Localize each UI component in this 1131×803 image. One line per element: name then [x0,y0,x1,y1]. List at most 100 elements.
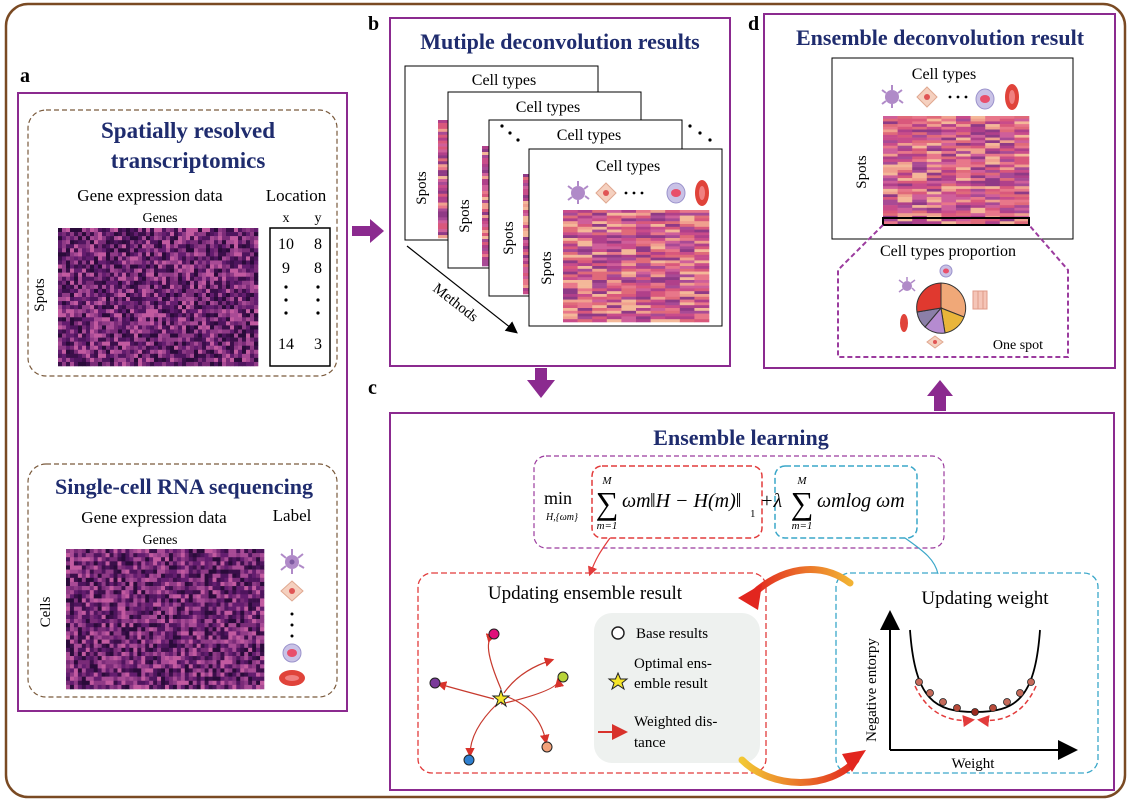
one-spot-label: One spot [993,338,1043,353]
method-card-2-spots: Spots [457,199,473,233]
method-card-3-spots: Spots [501,221,517,255]
methods-label: Methods [430,281,481,326]
arrow-a-to-b [352,219,384,243]
columnar-cell-icon [972,290,988,310]
method-card-4-cell-types: Cell types [596,158,660,175]
entropy-curve [909,629,1041,713]
srt-spots-label: Spots [32,278,48,312]
scrna-label-header: Label [273,506,312,525]
ensemble-cell-icons [881,84,1019,110]
panel-b-title: Mutiple deconvolution results [420,29,700,54]
panel-d-letter: d [748,13,759,35]
legend-optimal-line2: emble result [634,676,709,692]
base-result-node [429,677,441,689]
cycle-arc-bottom-head [842,750,866,772]
panel-c-title: Ensemble learning [653,425,828,450]
location-x-header: x [283,211,290,226]
epithelial-cell-icon [280,580,304,602]
base-result-node [541,741,553,753]
epithelial-cell-icon [926,335,944,349]
updating-result-title: Updating ensemble result [488,583,683,604]
method-card-4-heatmap [563,210,710,323]
method-stack: Cell types Spots Cell types Spots Cell t… [404,65,723,327]
srt-dashed-box [27,109,338,377]
legend-base-icon [611,626,625,640]
formula-plus-lambda: +λ [760,490,782,512]
panel-b-box [389,17,731,367]
panel-c-letter: c [368,377,377,399]
loc-row3-y: 3 [314,336,322,353]
erythrocyte-cell-icon [279,670,305,686]
lymphocyte-cell-icon [282,643,302,663]
srt-title-line1: Spatially resolved [101,118,275,143]
ensemble-heatmap [883,116,1030,225]
objective-dashed-box [533,455,945,549]
panel-d-box [763,13,1116,369]
legend-base-label: Base results [636,626,708,642]
arrow-b-to-c [527,368,555,398]
base-result-node [463,754,475,766]
srt-heatmap [58,228,259,367]
panel-b-letter: b [368,13,379,35]
method-card-2-heatmap [482,146,490,267]
arrow-c-to-d [927,380,953,411]
ellipsis-icon [624,191,644,195]
pie-slice-epithelial [940,282,967,318]
updating-weight-box [835,572,1099,774]
formula-entropy: ωmlog ωm [817,490,905,512]
stack-dots-right [688,124,712,142]
method-card-4-cell-icons [567,180,709,206]
scrna-cells-label: Cells [38,596,54,627]
formula-sum2-sigma: ∑ [791,485,814,521]
ensemble-cell-types: Cell types [912,66,976,83]
entropy-term-box [774,465,918,539]
formula-norm: ‖H − H(m)‖ [650,490,741,512]
loc-row1-x: 10 [278,236,294,253]
method-card-2-cell-types: Cell types [516,99,580,116]
formula-sum2-bottom: m=1 [792,520,813,532]
location-table-box [269,227,331,367]
method-card-3-heatmap [523,174,530,295]
formula-omega1: ωm [622,490,651,512]
base-result-node [557,671,569,683]
lymphocyte-cell-icon [939,264,953,278]
srt-gene-expression-label: Gene expression data [77,186,223,205]
connector-loss-to-result [588,537,611,577]
erythrocyte-cell-icon [1005,84,1019,110]
epithelial-cell-icon [916,86,938,108]
formula-sum2-top: M [796,475,807,487]
loc-row2-y: 8 [314,260,322,277]
legend-optimal-line1: Optimal ens- [634,656,712,672]
legend-star-icon [607,671,629,691]
connector-entropy-to-weight [904,537,939,575]
y-axis-label: Negative entorpy [864,638,880,742]
loc-row2-x: 9 [282,260,290,277]
ensemble-spots: Spots [854,155,870,189]
method-card-1-heatmap [438,120,449,239]
x-axis-label: Weight [952,756,996,772]
cycle-arc-top-head [738,584,762,610]
weight-points [915,678,1035,716]
method-card-1-spots: Spots [414,171,430,205]
erythrocyte-cell-icon [900,314,908,332]
srt-title-line2: transcriptomics [111,148,266,173]
weighted-distance-star [429,628,569,766]
formula-sum1-bottom: m=1 [597,520,618,532]
stack-dots-left [500,124,520,142]
method-card-4-spots: Spots [539,251,555,285]
legend-panel [594,613,760,763]
panel-d-title: Ensemble deconvolution result [796,25,1085,50]
updating-result-box [417,572,767,774]
method-card-1-cell-types: Cell types [472,72,536,89]
microglia-cell-icon [280,549,305,574]
loc-row3-x: 14 [278,336,294,353]
loss-term-box [591,465,763,539]
pie-slice-red [916,282,942,313]
spot-zoom-outline [837,224,1069,358]
panel-a-box [17,92,348,712]
srt-location-label: Location [266,186,327,205]
method-card-3-cell-types: Cell types [557,127,621,144]
outer-frame [4,2,1127,799]
optimal-ensemble-star [491,688,511,708]
